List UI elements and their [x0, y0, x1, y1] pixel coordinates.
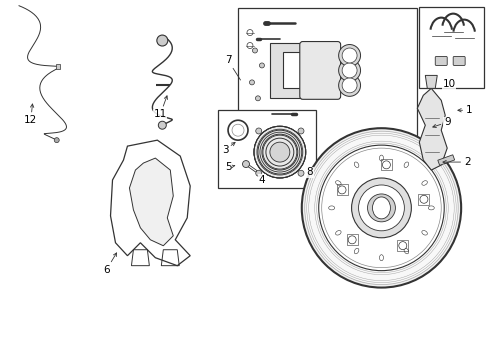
Circle shape — [255, 96, 260, 101]
Circle shape — [255, 170, 261, 176]
Circle shape — [54, 138, 59, 143]
Ellipse shape — [403, 248, 408, 254]
Ellipse shape — [421, 230, 427, 235]
Bar — [56, 64, 60, 69]
Circle shape — [351, 178, 410, 238]
Text: 12: 12 — [24, 104, 38, 125]
Ellipse shape — [427, 206, 433, 210]
Text: 1: 1 — [457, 105, 471, 115]
Circle shape — [301, 128, 460, 288]
Circle shape — [342, 63, 356, 78]
Bar — [346, 234, 357, 245]
Text: 6: 6 — [103, 253, 116, 275]
Circle shape — [249, 80, 254, 85]
Ellipse shape — [379, 155, 383, 161]
Circle shape — [419, 195, 427, 203]
Circle shape — [259, 63, 264, 68]
Text: 11: 11 — [153, 96, 167, 119]
Bar — [336, 184, 347, 195]
Text: 5: 5 — [224, 162, 234, 172]
Polygon shape — [437, 155, 454, 165]
Circle shape — [367, 194, 395, 222]
Polygon shape — [269, 42, 302, 98]
Bar — [380, 159, 391, 170]
Circle shape — [382, 161, 389, 169]
Circle shape — [337, 186, 346, 194]
Ellipse shape — [335, 181, 341, 185]
Bar — [238, 8, 416, 175]
Circle shape — [253, 126, 305, 178]
Circle shape — [242, 161, 249, 167]
Polygon shape — [129, 158, 173, 246]
Bar — [218, 110, 315, 188]
Circle shape — [304, 131, 457, 285]
Circle shape — [297, 128, 304, 134]
Ellipse shape — [403, 162, 408, 167]
Text: 7: 7 — [224, 55, 240, 80]
Circle shape — [338, 59, 360, 81]
Text: 10: 10 — [442, 79, 455, 89]
FancyBboxPatch shape — [452, 57, 464, 66]
Circle shape — [318, 145, 443, 271]
Text: 2: 2 — [442, 157, 469, 167]
Circle shape — [297, 170, 304, 176]
Polygon shape — [425, 75, 436, 88]
Text: 9: 9 — [432, 117, 449, 127]
FancyBboxPatch shape — [434, 57, 447, 66]
Ellipse shape — [421, 181, 427, 185]
Circle shape — [358, 185, 404, 231]
Ellipse shape — [354, 248, 358, 254]
Ellipse shape — [372, 197, 389, 219]
Circle shape — [342, 48, 356, 63]
Text: 4: 4 — [258, 175, 264, 185]
Text: 3: 3 — [222, 143, 235, 155]
Circle shape — [347, 236, 355, 244]
Circle shape — [321, 148, 440, 268]
Ellipse shape — [354, 162, 358, 167]
Polygon shape — [416, 88, 447, 170]
Bar — [396, 240, 407, 251]
Circle shape — [269, 142, 289, 162]
Ellipse shape — [335, 230, 341, 235]
Circle shape — [255, 128, 261, 134]
Circle shape — [252, 48, 257, 53]
Circle shape — [338, 75, 360, 96]
Circle shape — [157, 35, 167, 46]
Circle shape — [342, 78, 356, 93]
FancyBboxPatch shape — [299, 41, 340, 99]
Circle shape — [338, 45, 360, 67]
Ellipse shape — [379, 255, 383, 261]
Bar — [418, 194, 428, 205]
Circle shape — [398, 242, 406, 249]
Text: 8: 8 — [306, 167, 312, 177]
Bar — [419, 7, 483, 88]
Circle shape — [158, 121, 166, 129]
Ellipse shape — [328, 206, 334, 210]
